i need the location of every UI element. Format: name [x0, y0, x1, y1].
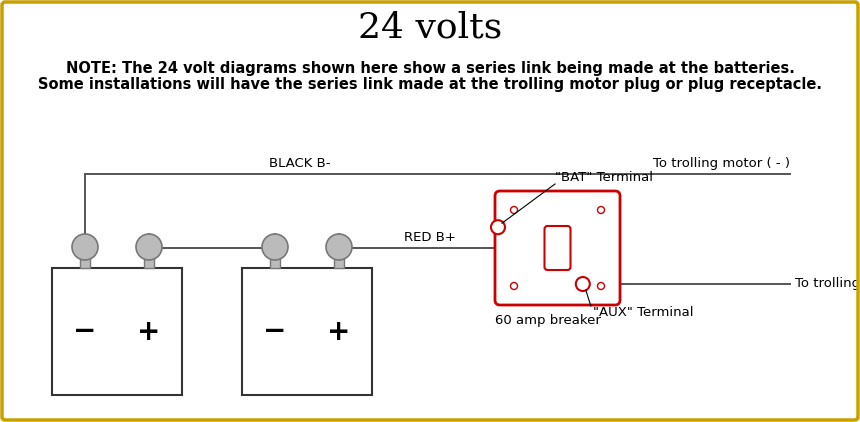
- Text: "AUX" Terminal: "AUX" Terminal: [593, 306, 693, 319]
- Text: +: +: [328, 317, 351, 346]
- Circle shape: [262, 234, 288, 260]
- FancyBboxPatch shape: [544, 226, 570, 270]
- Text: BLACK B-: BLACK B-: [269, 157, 331, 170]
- Circle shape: [511, 282, 518, 289]
- Bar: [334, 258, 344, 268]
- Text: 24 volts: 24 volts: [358, 11, 502, 45]
- Circle shape: [598, 282, 605, 289]
- Text: To trolling motor ( - ): To trolling motor ( - ): [653, 157, 790, 170]
- Circle shape: [576, 277, 590, 291]
- Text: "BAT" Terminal: "BAT" Terminal: [555, 171, 653, 184]
- Bar: [242, 268, 372, 395]
- Circle shape: [326, 234, 352, 260]
- Circle shape: [491, 220, 505, 234]
- Circle shape: [136, 234, 162, 260]
- Bar: [144, 258, 154, 268]
- Text: RED B+: RED B+: [404, 231, 456, 244]
- Text: +: +: [138, 317, 161, 346]
- Text: Some installations will have the series link made at the trolling motor plug or : Some installations will have the series …: [38, 76, 822, 92]
- Bar: [80, 258, 90, 268]
- FancyBboxPatch shape: [495, 191, 620, 305]
- Text: −: −: [263, 317, 286, 346]
- Bar: [270, 258, 280, 268]
- Text: NOTE: The 24 volt diagrams shown here show a series link being made at the batte: NOTE: The 24 volt diagrams shown here sh…: [65, 60, 795, 76]
- Circle shape: [72, 234, 98, 260]
- Text: 60 amp breaker: 60 amp breaker: [495, 314, 601, 327]
- Text: −: −: [73, 317, 96, 346]
- Text: To trolling motor ( + ): To trolling motor ( + ): [795, 278, 860, 290]
- Circle shape: [598, 206, 605, 214]
- Bar: [52, 268, 182, 395]
- Circle shape: [511, 206, 518, 214]
